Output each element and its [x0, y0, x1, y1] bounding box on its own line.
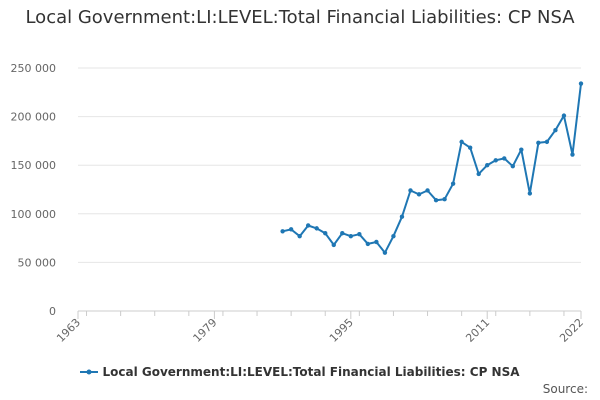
legend-marker-icon	[80, 369, 99, 375]
data-point	[365, 241, 371, 247]
y-tick-label: 100 000	[11, 208, 57, 221]
data-point	[382, 250, 388, 255]
data-point	[357, 232, 362, 237]
x-tick-label: 1963	[54, 316, 83, 345]
data-point	[331, 242, 336, 248]
data-point	[450, 181, 456, 186]
x-tick-label: 1979	[191, 316, 220, 345]
data-point	[544, 139, 550, 145]
x-tick-label: 2022	[557, 316, 586, 345]
data-point	[502, 156, 507, 161]
data-point	[578, 81, 584, 86]
legend-label: Local Government:LI:LEVEL:Total Financia…	[102, 365, 520, 379]
data-point	[416, 192, 422, 197]
y-tick-label: 250 000	[11, 62, 57, 75]
x-tick-label: 1995	[327, 316, 356, 345]
data-point	[510, 163, 515, 169]
data-point	[433, 197, 439, 203]
data-point	[288, 227, 294, 232]
data-point	[408, 188, 413, 193]
source-label: Source:	[542, 382, 588, 396]
y-tick-label: 200 000	[11, 111, 57, 124]
data-point	[442, 197, 447, 202]
data-point	[527, 191, 533, 196]
data-point	[323, 231, 328, 236]
legend[interactable]: Local Government:LI:LEVEL:Total Financia…	[0, 365, 600, 379]
y-tick-label: 50 000	[18, 256, 57, 269]
data-point	[476, 171, 481, 177]
y-tick-label: 0	[49, 305, 56, 318]
series-line	[282, 83, 582, 254]
x-tick-label: 2011	[463, 316, 492, 345]
data-point	[493, 158, 498, 163]
data-point	[467, 145, 473, 150]
data-point	[425, 188, 430, 193]
data-point	[348, 233, 354, 239]
y-tick-label: 150 000	[11, 159, 57, 172]
data-point	[485, 163, 490, 168]
data-point	[519, 147, 524, 152]
data-point	[280, 229, 285, 234]
data-point	[374, 239, 379, 245]
data-point	[297, 233, 302, 239]
data-point	[459, 139, 464, 145]
chart-title: Local Government:LI:LEVEL:Total Financia…	[25, 7, 575, 28]
data-point	[553, 128, 558, 133]
data-point	[314, 226, 319, 231]
data-point	[305, 223, 311, 228]
data-point	[536, 140, 541, 146]
data-point	[570, 152, 575, 157]
data-point	[561, 113, 567, 118]
data-point	[399, 214, 405, 219]
data-point	[391, 233, 396, 239]
data-point	[340, 231, 345, 236]
